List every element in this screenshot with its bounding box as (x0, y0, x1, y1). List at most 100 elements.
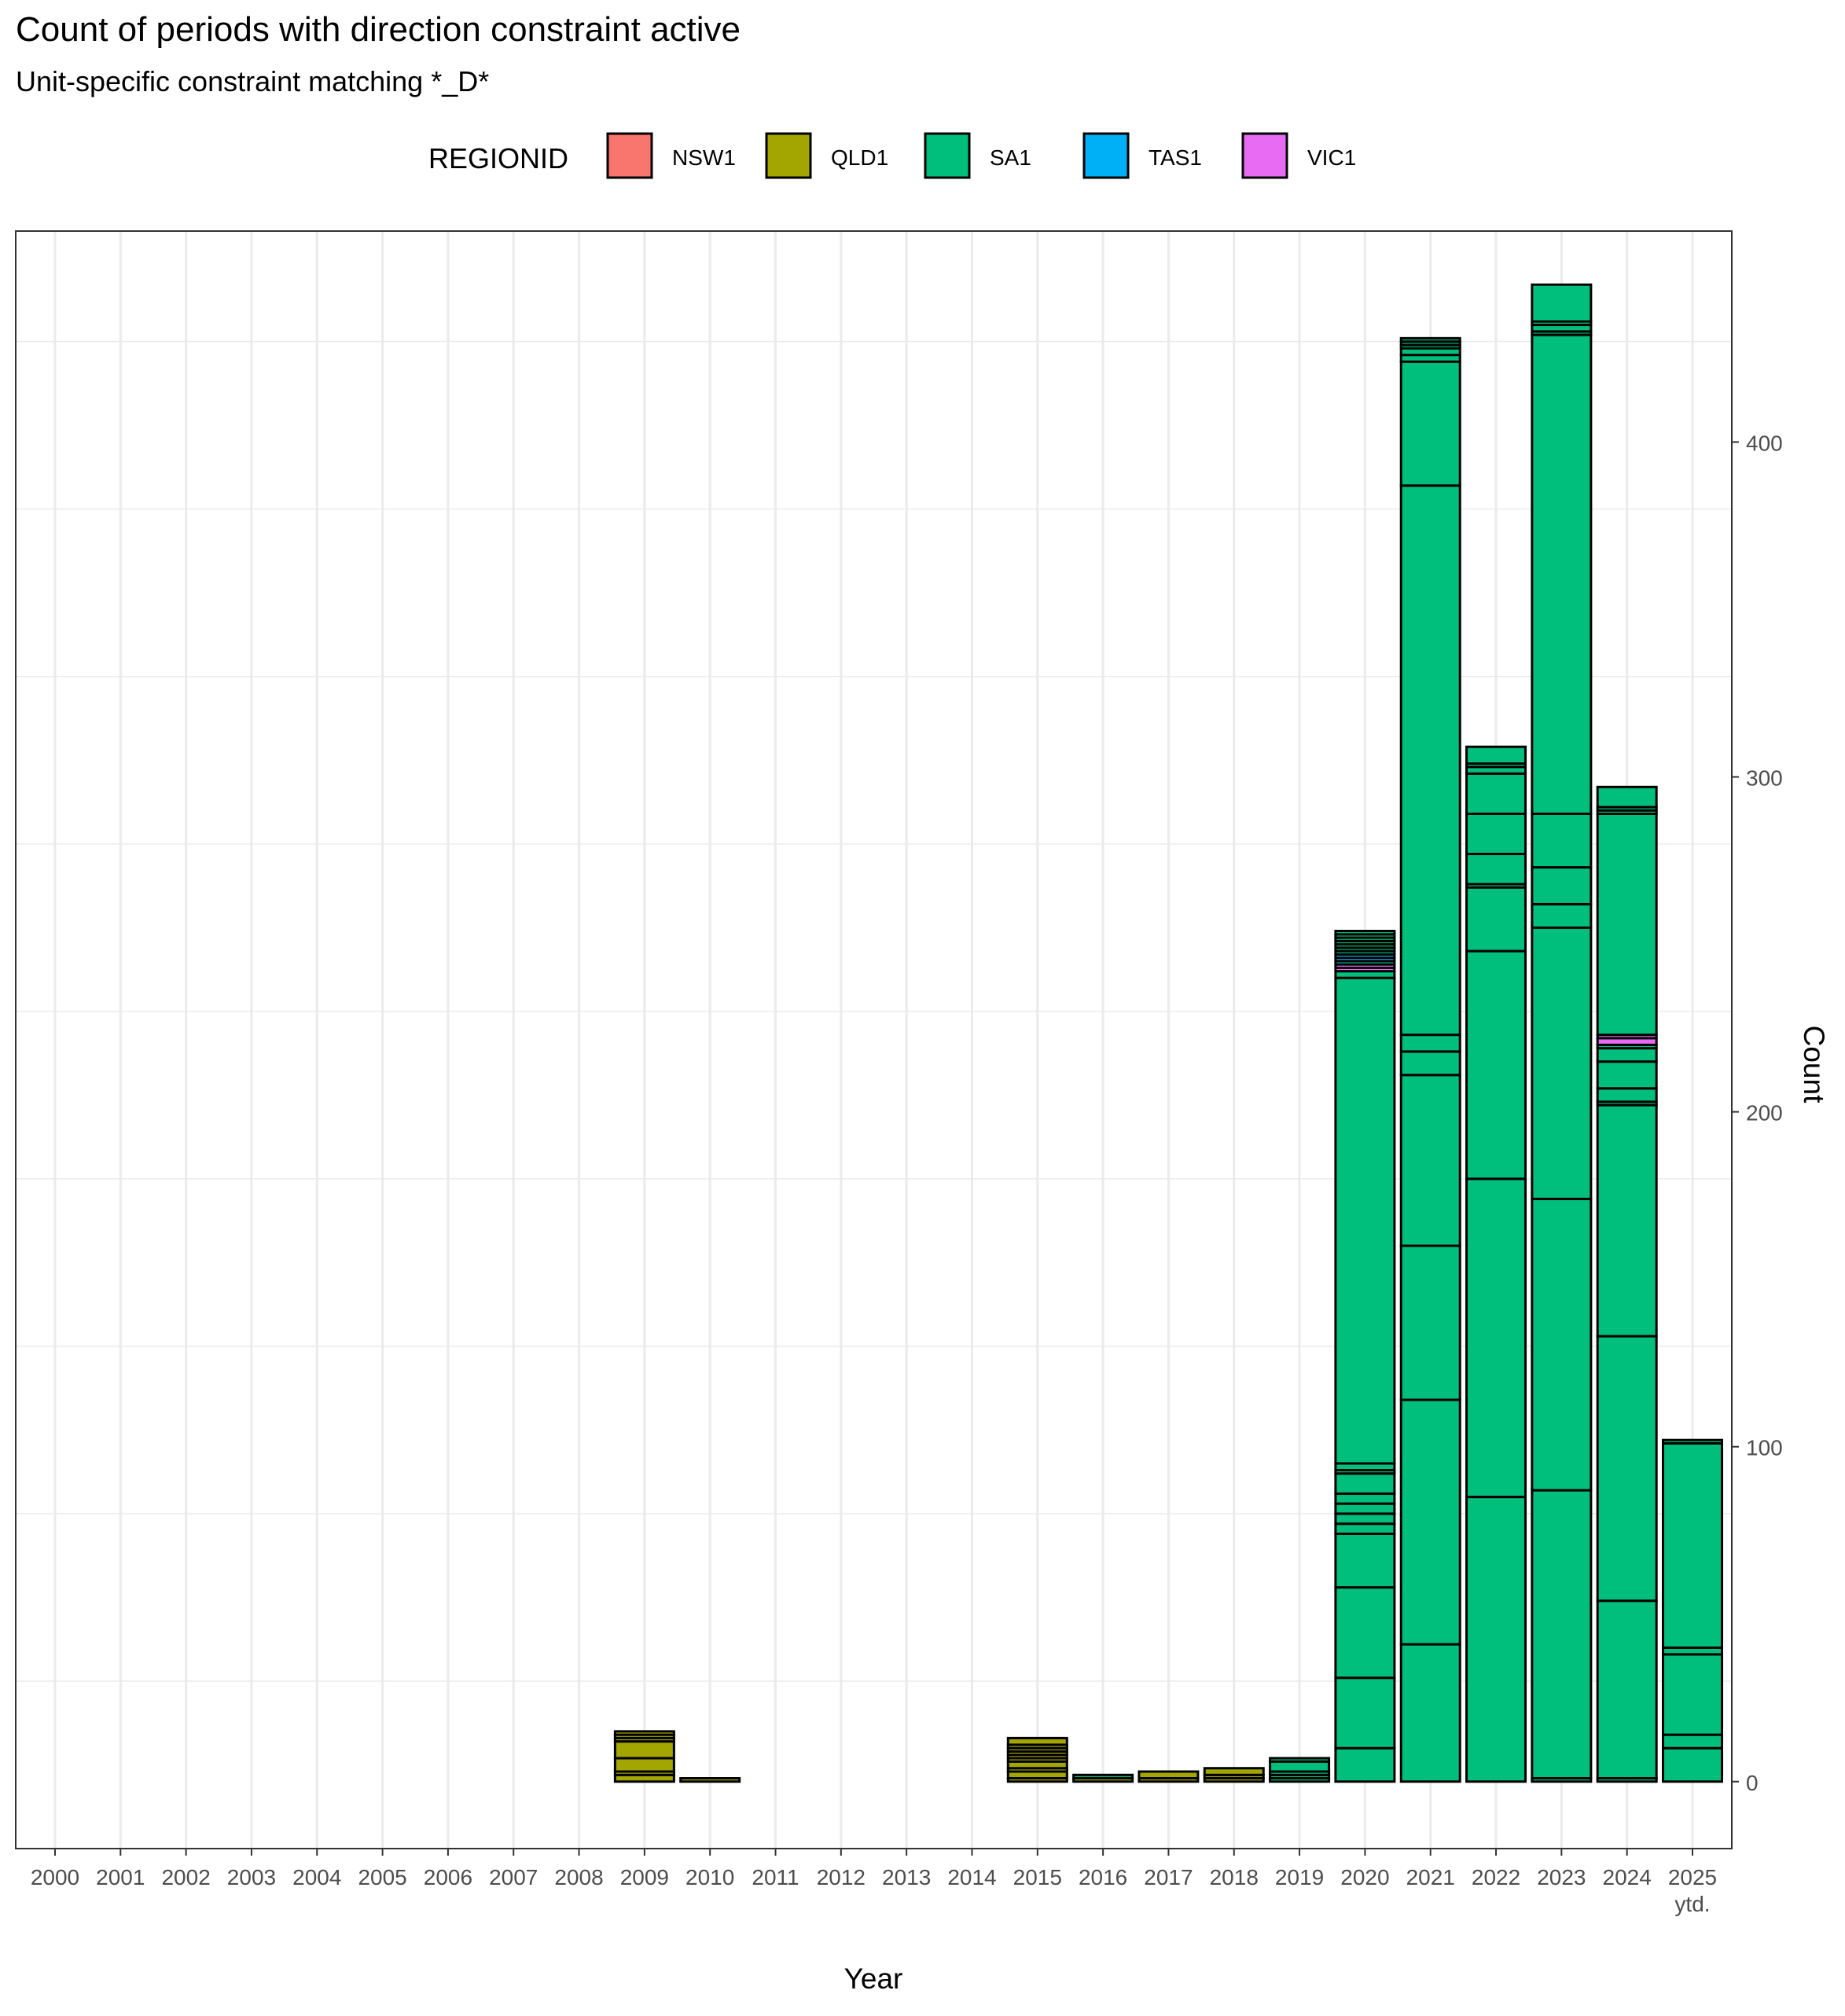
bar-segment-sa1 (1596, 1599, 1658, 1780)
x-tick-label: 2006 (424, 1865, 472, 1889)
bar-segment-sa1 (1334, 976, 1396, 1465)
legend: REGIONID NSW1 QLD1 SA1 TAS1 VIC1 (428, 132, 1356, 179)
bar-segment-sa1 (1596, 785, 1658, 809)
x-tick-label: 2013 (882, 1865, 931, 1889)
x-tick-label: 2018 (1210, 1865, 1259, 1889)
x-tick-label: 2025 ytd. (1668, 1865, 1717, 1916)
x-tick-label: 2009 (620, 1865, 669, 1889)
legend-entries: NSW1 QLD1 SA1 TAS1 VIC1 (606, 132, 1356, 179)
bar-segment-sa1 (1662, 1441, 1724, 1649)
legend-entry-tas1: TAS1 (1082, 132, 1202, 179)
bar-segment-sa1 (1269, 1760, 1331, 1773)
bar-segment-sa1 (1399, 336, 1461, 343)
bar-segment-sa1 (1465, 772, 1527, 815)
bar-2009 (613, 1730, 675, 1783)
bar-segment-sa1 (1399, 1643, 1461, 1783)
legend-entry-qld1: QLD1 (765, 132, 888, 179)
bar-segment-sa1 (1662, 1653, 1724, 1736)
bar-segment-qld1 (613, 1757, 675, 1773)
legend-label: TAS1 (1149, 145, 1202, 170)
bar-segment-sa1 (1399, 484, 1461, 1037)
bar-segment-sa1 (1465, 949, 1527, 1181)
plot-border (15, 230, 1733, 1849)
bar-segment-sa1 (1399, 1050, 1461, 1077)
y-tick-label: 400 (1746, 431, 1783, 455)
x-axis: 2000 2001 2002 2003 2004 2005 2006 2007 2008 2009… (31, 1849, 1717, 1916)
bar-segment-qld1 (1203, 1767, 1265, 1776)
bar-segment-sa1 (1334, 1532, 1396, 1589)
x-tick-label: 2007 (489, 1865, 538, 1889)
x-tick-label: 2024 (1603, 1865, 1652, 1889)
bar-segment-sa1 (1531, 333, 1593, 815)
y-tick-label: 100 (1746, 1436, 1783, 1460)
bar-segment-sa1 (1465, 886, 1527, 953)
bar-segment-sa1 (1334, 1676, 1396, 1750)
x-tick-label: 2019 (1275, 1865, 1324, 1889)
bar-segment-sa1 (1596, 812, 1658, 1037)
y-tick-label: 200 (1746, 1101, 1783, 1126)
bar-segment-sa1 (1662, 1733, 1724, 1750)
x-tick-label: 2021 (1406, 1865, 1455, 1889)
bar-segment-sa1 (1334, 1512, 1396, 1526)
bar-segment-sa1 (1072, 1773, 1134, 1780)
bar-2015 (1006, 1736, 1068, 1783)
bar-segment-qld1 (1006, 1736, 1068, 1746)
x-tick-label: 2000 (31, 1865, 79, 1889)
bar-segment-sa1 (1334, 1522, 1396, 1535)
bar-segment-sa1 (1465, 1496, 1527, 1783)
y-tick-label: 0 (1746, 1771, 1759, 1795)
x-tick-label: 2020 (1340, 1865, 1389, 1889)
bar-segment-sa1 (1596, 1060, 1658, 1090)
bar-2017 (1138, 1770, 1200, 1783)
x-tick-label: 2004 (292, 1865, 341, 1889)
bar-segment-sa1 (1399, 360, 1461, 487)
legend-label: VIC1 (1307, 145, 1356, 170)
bar-segment-sa1 (1662, 1438, 1724, 1445)
bar-segment-sa1 (1531, 283, 1593, 323)
bar-segment-sa1 (1334, 1586, 1396, 1680)
bar-segment-sa1 (1531, 1489, 1593, 1780)
bar-2020 (1334, 930, 1396, 1783)
bars (613, 283, 1724, 1783)
x-tick-label: 2023 (1537, 1865, 1586, 1889)
x-axis-title: Year (844, 1963, 903, 1995)
legend-label: SA1 (990, 145, 1031, 170)
legend-label: QLD1 (831, 145, 888, 170)
legend-key-nsw1 (606, 132, 653, 179)
legend-key-tas1 (1082, 132, 1130, 179)
bar-segment-sa1 (1334, 930, 1396, 936)
bar-segment-sa1 (1531, 812, 1593, 869)
x-tick-label: 2010 (685, 1865, 734, 1889)
bar-2016 (1072, 1773, 1134, 1783)
bar-segment-sa1 (1399, 1034, 1461, 1053)
legend-key-vic1 (1241, 132, 1288, 179)
bar-2010 (679, 1777, 741, 1783)
x-tick-label: 2003 (227, 1865, 276, 1889)
bar-segment-sa1 (1596, 1087, 1658, 1103)
x-tick-label: 2008 (554, 1865, 603, 1889)
bar-segment-sa1 (1334, 1472, 1396, 1495)
bar-segment-sa1 (1334, 1492, 1396, 1505)
legend-key-sa1 (924, 132, 971, 179)
bar-segment-sa1 (1399, 1398, 1461, 1646)
bar-2021 (1399, 336, 1461, 1783)
x-tick-label: 2015 (1013, 1865, 1062, 1889)
y-tick-label: 300 (1746, 766, 1783, 791)
legend-title: REGIONID (428, 142, 568, 174)
bar-2022 (1465, 745, 1527, 1783)
bar-segment-qld1 (1138, 1770, 1200, 1780)
legend-key-qld1 (765, 132, 812, 179)
bar-segment-sa1 (1596, 1047, 1658, 1063)
bar-2024 (1596, 785, 1658, 1783)
bar-2019 (1269, 1757, 1331, 1783)
bar-2018 (1203, 1767, 1265, 1783)
legend-entry-sa1: SA1 (924, 132, 1031, 179)
bar-segment-sa1 (1531, 866, 1593, 905)
legend-entry-nsw1: NSW1 (606, 132, 736, 179)
bar-segment-sa1 (1531, 926, 1593, 1200)
bar-segment-qld1 (613, 1730, 675, 1736)
bar-segment-sa1 (1596, 1103, 1658, 1338)
bar-segment-sa1 (1465, 812, 1527, 856)
